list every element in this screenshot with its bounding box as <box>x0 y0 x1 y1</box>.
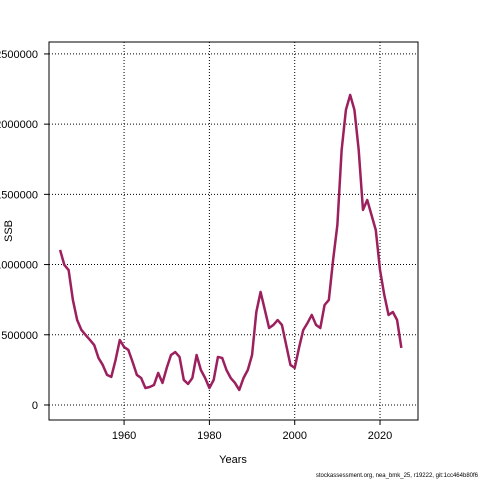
x-tick-label: 2020 <box>368 430 392 442</box>
y-tick-label: 2000000 <box>0 119 38 131</box>
y-tick-label: 1000000 <box>0 260 38 272</box>
y-tick-label: 2500000 <box>0 49 38 61</box>
plot-frame <box>48 41 419 421</box>
y-tick-label: 500000 <box>1 330 38 342</box>
y-tick-label: 1500000 <box>0 189 38 201</box>
x-axis-label: Years <box>219 454 247 466</box>
x-tick-label: 1960 <box>112 430 136 442</box>
y-tick-label: 0 <box>32 400 38 412</box>
x-tick-label: 1980 <box>197 430 221 442</box>
caption: stockassessment.org, nea_bmk_25, r19222,… <box>316 473 479 479</box>
y-axis-label: SSB <box>3 220 15 242</box>
series-line <box>58 93 403 392</box>
x-tick-label: 2000 <box>282 430 306 442</box>
